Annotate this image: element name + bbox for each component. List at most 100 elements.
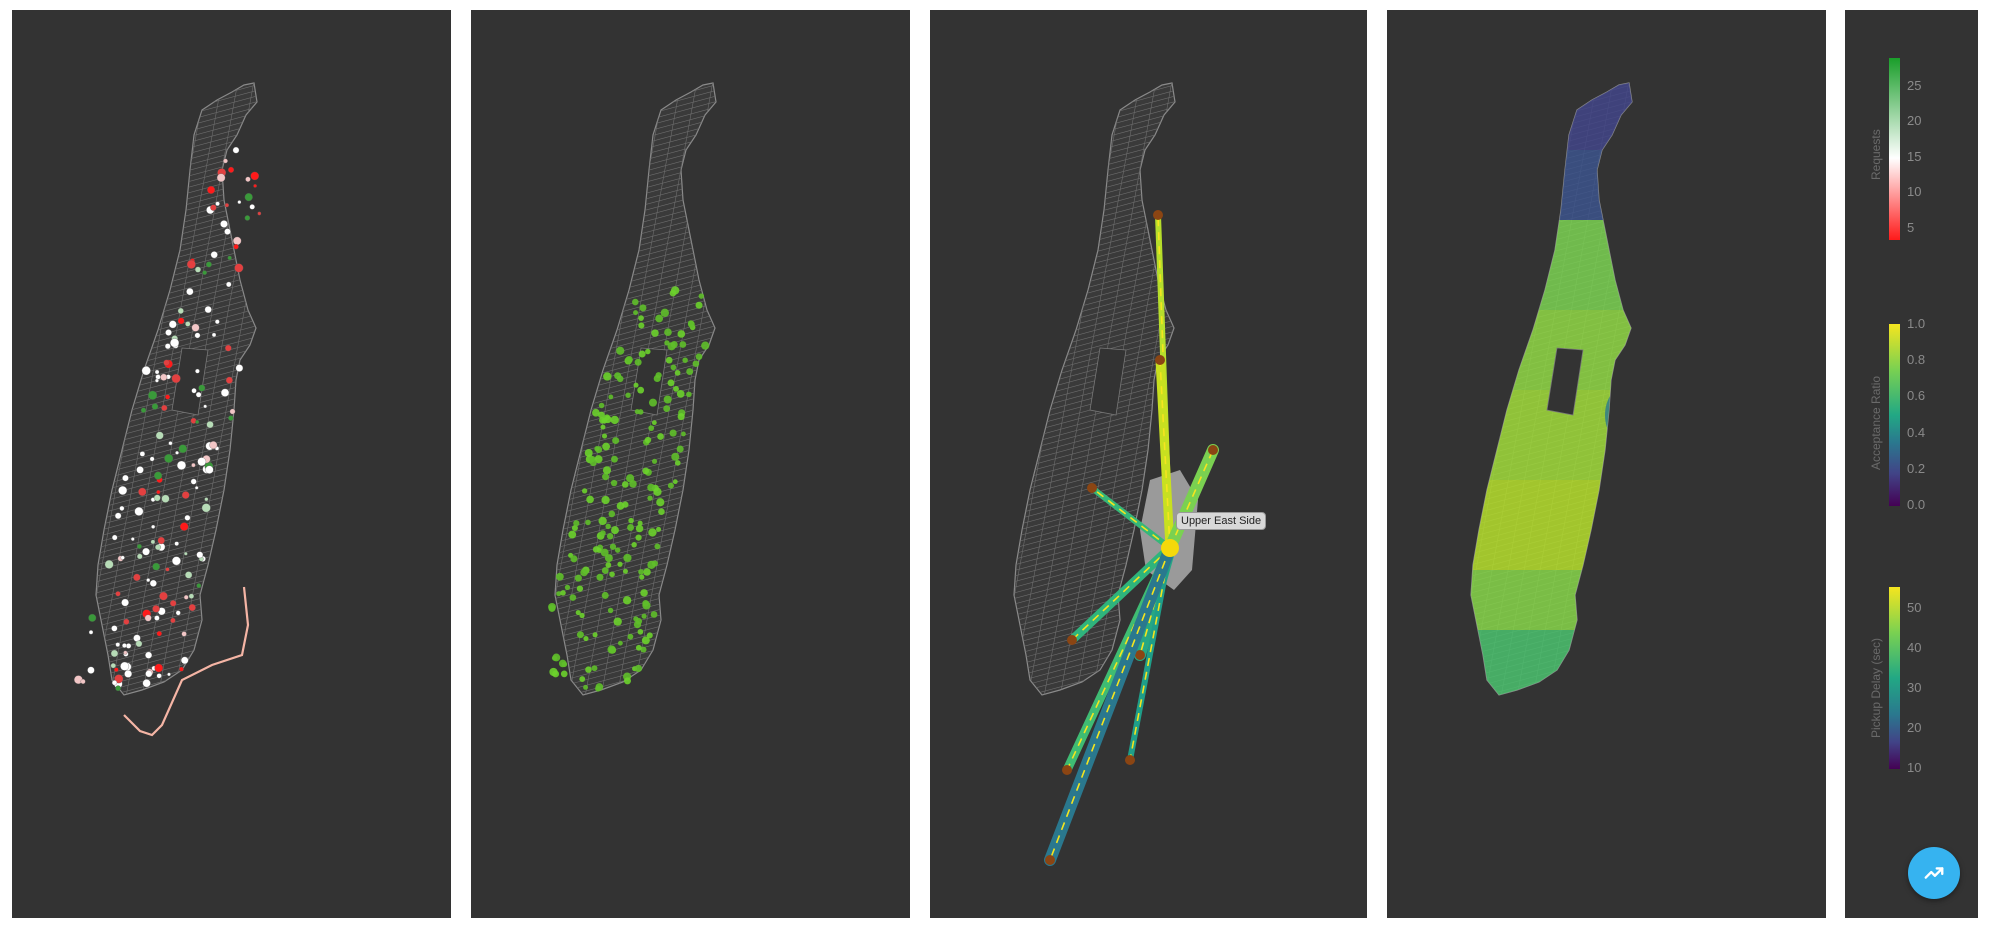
delay-zone[interactable] [1387, 700, 1826, 770]
origin-marker[interactable] [576, 585, 584, 592]
origin-marker[interactable] [656, 498, 665, 507]
request-marker[interactable] [171, 373, 181, 383]
origin-marker[interactable] [640, 589, 648, 597]
origin-marker[interactable] [623, 553, 632, 563]
request-marker[interactable] [170, 617, 176, 624]
request-marker[interactable] [124, 670, 132, 678]
request-marker[interactable] [155, 374, 161, 380]
request-marker[interactable] [220, 220, 228, 228]
delay-zone[interactable] [1387, 570, 1826, 630]
origin-marker[interactable] [634, 664, 643, 673]
origin-marker[interactable] [637, 520, 643, 526]
request-marker[interactable] [151, 403, 159, 410]
origin-marker[interactable] [646, 632, 653, 639]
request-marker[interactable] [177, 317, 185, 325]
request-marker[interactable] [168, 441, 173, 446]
request-marker[interactable] [210, 204, 217, 211]
delay-zone[interactable] [1387, 70, 1826, 150]
delay-zone[interactable] [1387, 480, 1826, 570]
origin-marker[interactable] [657, 433, 664, 440]
request-marker[interactable] [154, 369, 160, 375]
origin-marker[interactable] [605, 523, 611, 530]
request-marker[interactable] [216, 173, 226, 182]
delay-choropleth-panel[interactable] [1387, 10, 1826, 918]
origin-marker[interactable] [647, 495, 653, 501]
origin-marker[interactable] [663, 405, 671, 412]
origin-marker[interactable] [560, 670, 568, 678]
request-marker[interactable] [237, 200, 242, 204]
request-marker[interactable] [194, 332, 201, 339]
request-marker[interactable] [174, 541, 179, 546]
origin-marker[interactable] [623, 568, 628, 574]
request-marker[interactable] [120, 555, 125, 560]
request-marker[interactable] [138, 487, 147, 496]
origins-map-panel[interactable] [471, 10, 910, 918]
request-marker[interactable] [190, 478, 197, 485]
origin-marker[interactable] [609, 543, 617, 550]
origin-marker[interactable] [569, 594, 577, 601]
origin-marker[interactable] [604, 415, 612, 424]
request-marker[interactable] [245, 176, 251, 182]
request-marker[interactable] [209, 441, 218, 450]
request-marker[interactable] [225, 344, 232, 352]
requests-map-panel[interactable] [12, 10, 451, 918]
request-marker[interactable] [195, 368, 200, 374]
flows-map[interactable] [930, 10, 1367, 918]
request-marker[interactable] [181, 491, 190, 499]
origin-marker[interactable] [583, 635, 589, 642]
request-marker[interactable] [168, 320, 177, 329]
origin-marker[interactable] [638, 350, 646, 358]
request-marker[interactable] [123, 650, 128, 655]
request-marker[interactable] [191, 388, 197, 394]
origin-marker[interactable] [613, 617, 622, 626]
request-marker[interactable] [257, 211, 262, 216]
origin-marker[interactable] [602, 442, 611, 451]
origin-marker[interactable] [642, 601, 651, 610]
origin-marker[interactable] [660, 308, 670, 317]
request-marker[interactable] [110, 649, 119, 658]
destination-marker[interactable] [1087, 483, 1097, 493]
origin-marker[interactable] [622, 596, 632, 605]
destination-marker[interactable] [1045, 855, 1055, 865]
request-marker[interactable] [139, 451, 146, 457]
request-marker[interactable] [80, 679, 86, 685]
origin-marker[interactable] [580, 568, 588, 577]
origin-marker[interactable] [616, 346, 625, 355]
origin-marker[interactable] [641, 613, 647, 619]
origin-marker[interactable] [638, 409, 644, 415]
request-marker[interactable] [164, 343, 171, 350]
origin-marker[interactable] [625, 355, 633, 364]
origin-marker[interactable] [639, 574, 645, 580]
request-marker[interactable] [188, 604, 196, 612]
origin-marker[interactable] [681, 431, 686, 437]
request-marker[interactable] [176, 460, 187, 470]
origin-marker[interactable] [627, 633, 634, 640]
origin-marker[interactable] [614, 547, 621, 553]
origin-marker[interactable] [644, 436, 652, 444]
request-marker[interactable] [179, 666, 184, 672]
request-marker[interactable] [151, 524, 156, 529]
origin-marker[interactable] [650, 611, 658, 618]
request-marker[interactable] [88, 613, 97, 622]
request-marker[interactable] [233, 236, 242, 246]
request-marker[interactable] [161, 404, 168, 412]
origin-marker[interactable] [551, 655, 558, 661]
origin-marker[interactable] [596, 573, 604, 581]
origin-marker[interactable] [651, 420, 657, 426]
origin-marker[interactable] [686, 368, 694, 376]
request-marker[interactable] [156, 673, 162, 679]
delay-zone[interactable] [1387, 310, 1826, 390]
origin-marker[interactable] [653, 487, 662, 496]
origin-marker[interactable] [679, 341, 687, 348]
request-marker[interactable] [123, 618, 130, 625]
request-marker[interactable] [205, 261, 212, 268]
origin-marker[interactable] [670, 341, 678, 348]
request-marker[interactable] [184, 551, 188, 556]
origin-marker[interactable] [631, 542, 637, 548]
origin-marker[interactable] [602, 473, 610, 481]
origin-marker[interactable] [686, 391, 692, 398]
request-marker[interactable] [232, 146, 240, 154]
delay-zone[interactable] [1605, 385, 1649, 445]
destination-marker[interactable] [1125, 755, 1135, 765]
request-marker[interactable] [226, 281, 232, 288]
